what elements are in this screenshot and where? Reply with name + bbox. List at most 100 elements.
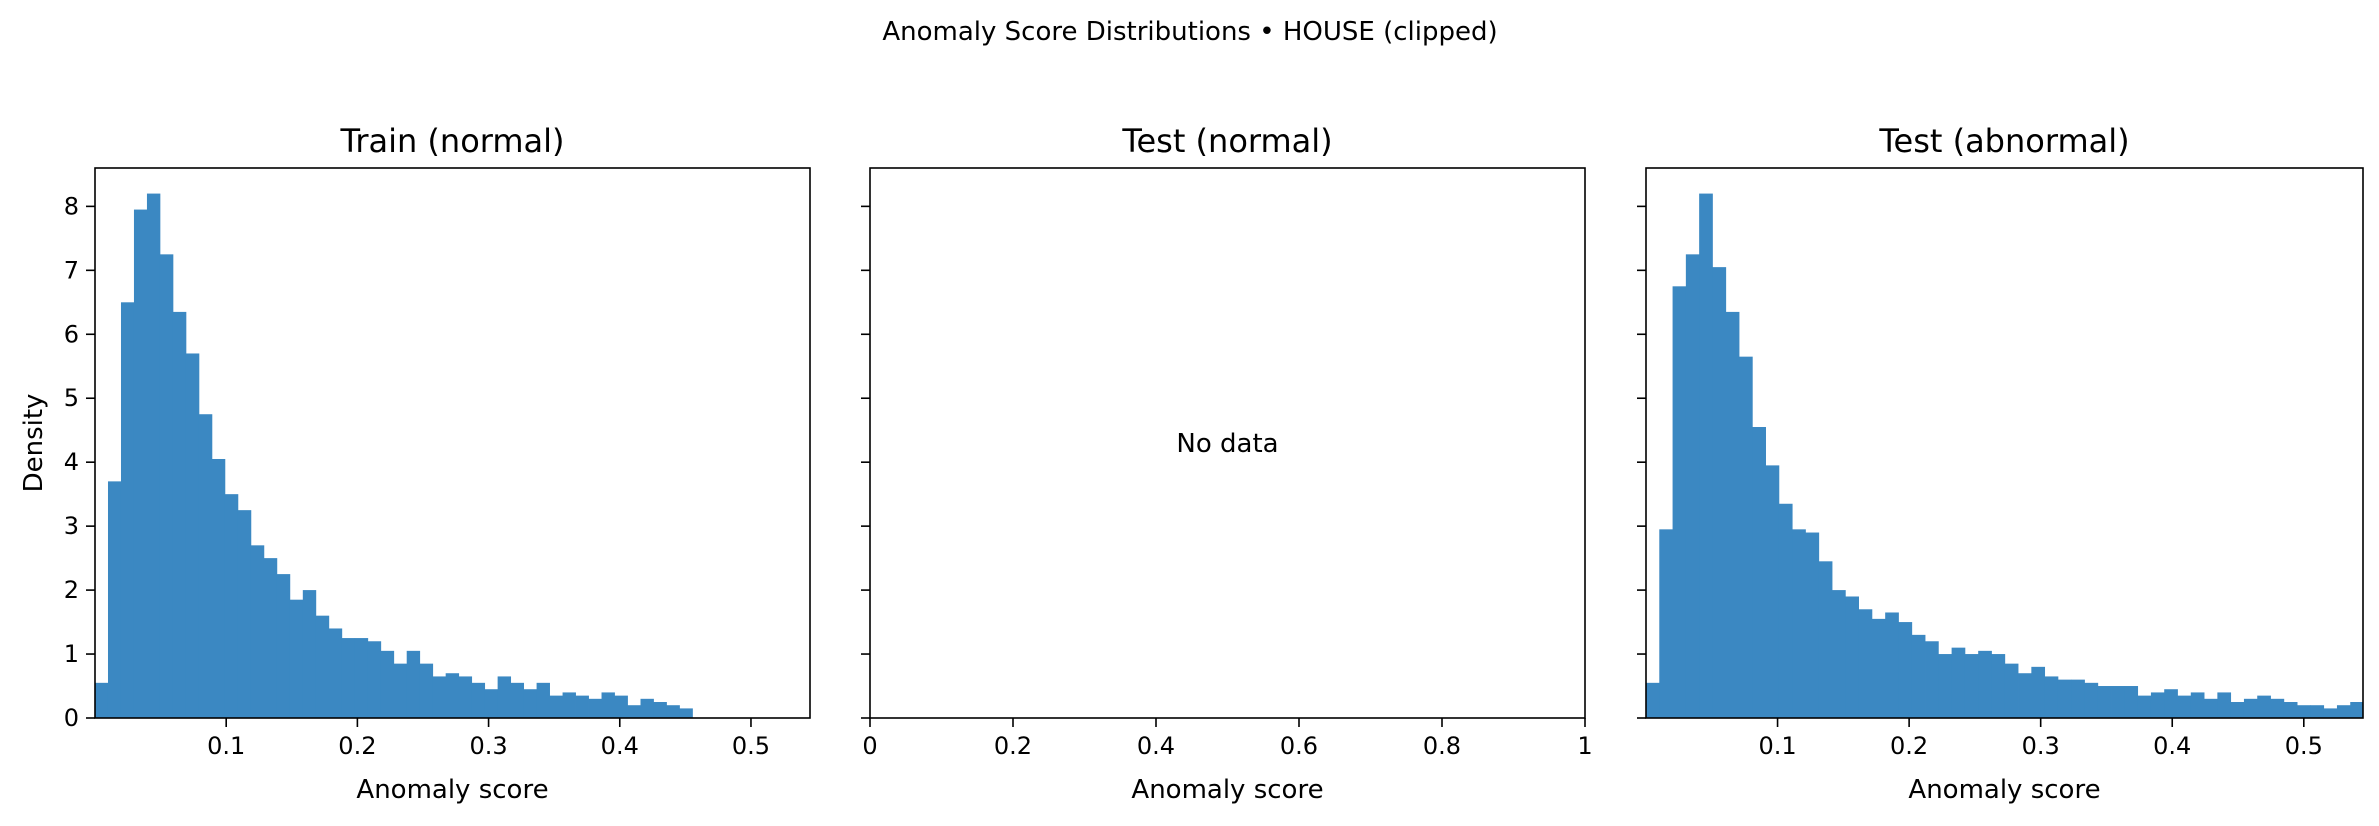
- histogram-bar: [666, 705, 680, 718]
- histogram-bar: [1685, 254, 1700, 718]
- y-tick-label: 3: [64, 512, 79, 540]
- x-tick-label: 0.4: [601, 732, 639, 760]
- histogram-bar: [107, 481, 122, 718]
- histogram-bar: [1845, 596, 1859, 718]
- histogram-bar: [1871, 618, 1886, 718]
- histogram-bar: [2310, 705, 2325, 718]
- histogram-bar: [679, 708, 693, 718]
- x-tick-label: 1: [1577, 732, 1592, 760]
- histogram-bar: [2350, 702, 2364, 718]
- histogram-bar: [653, 702, 667, 718]
- x-tick-label: 0.8: [1423, 732, 1461, 760]
- histogram-bar: [2230, 702, 2245, 718]
- x-tick-label: 0.2: [994, 732, 1032, 760]
- histogram-bar: [471, 682, 486, 718]
- histogram-bar: [2097, 686, 2112, 718]
- y-tick-label: 1: [64, 640, 79, 668]
- histogram-bar: [2044, 676, 2059, 718]
- axes-frame: [869, 167, 1586, 719]
- histogram-bar: [250, 545, 265, 718]
- histogram-bar: [1765, 465, 1780, 718]
- panel-title: Test (abnormal): [1878, 122, 2129, 160]
- histogram-bar: [536, 682, 550, 718]
- x-tick-label: 0.1: [207, 732, 245, 760]
- histogram-bar: [2031, 666, 2046, 718]
- panel-title: Test (normal): [1121, 122, 1332, 160]
- histogram-bar: [510, 682, 525, 718]
- histogram-bar: [2018, 673, 2032, 718]
- histogram-bar: [120, 302, 135, 718]
- figure-suptitle: Anomaly Score Distributions • HOUSE (cli…: [882, 17, 1497, 47]
- histogram-bar: [1646, 682, 1660, 718]
- x-tick-label: 0: [862, 732, 877, 760]
- histogram-bar: [1911, 634, 1926, 718]
- histogram-bar: [523, 689, 537, 718]
- histogram-bar: [2150, 692, 2165, 718]
- x-tick-label: 0.2: [338, 732, 376, 760]
- histogram-bar: [211, 458, 226, 718]
- histogram-bar: [432, 676, 447, 718]
- histogram-bar: [1964, 654, 1979, 718]
- histogram-bar: [1818, 561, 1833, 718]
- histogram-bar: [2137, 695, 2152, 718]
- histogram-bar: [640, 698, 654, 718]
- histogram-bar: [1778, 503, 1793, 718]
- histogram-bar: [354, 638, 369, 718]
- histogram-bar: [458, 676, 473, 718]
- histogram-bar: [1672, 286, 1687, 718]
- histogram-bar: [1739, 356, 1753, 718]
- x-axis-label: Anomaly score: [356, 775, 548, 805]
- histogram-bar: [224, 494, 239, 718]
- x-tick-label: 0.4: [1137, 732, 1175, 760]
- histogram-bar: [289, 599, 304, 718]
- histogram-bar: [2124, 686, 2139, 718]
- x-tick-label: 0.3: [469, 732, 507, 760]
- y-tick-label: 2: [64, 576, 79, 604]
- histogram-bar: [2111, 686, 2125, 718]
- histogram-bar: [2297, 705, 2311, 718]
- histogram-bar: [562, 692, 576, 718]
- histogram-bar: [1925, 641, 1939, 718]
- histogram-bar: [2336, 705, 2351, 718]
- y-tick-label: 0: [64, 704, 79, 732]
- histogram-bar: [2071, 679, 2085, 718]
- histogram-bar: [2283, 702, 2298, 718]
- histogram-bar: [1978, 650, 1992, 718]
- histogram-bar: [2190, 692, 2205, 718]
- histogram-bar: [406, 650, 421, 718]
- histogram-bar: [1725, 311, 1740, 718]
- y-tick-label: 5: [64, 384, 79, 412]
- histogram-bar: [2217, 692, 2232, 718]
- histogram-bar: [2323, 708, 2338, 718]
- histogram-bar: [445, 673, 460, 718]
- histogram-bar: [497, 676, 512, 718]
- x-tick-label: 0.2: [1890, 732, 1928, 760]
- histogram-bar: [627, 705, 641, 718]
- y-tick-label: 4: [64, 448, 79, 476]
- x-axis-label: Anomaly score: [1131, 775, 1323, 805]
- histogram-bar: [328, 628, 343, 718]
- histogram-bar: [95, 682, 109, 718]
- histogram-bar: [614, 695, 628, 718]
- histogram-bar: [185, 353, 200, 718]
- histogram-bar: [1991, 654, 2006, 718]
- histogram-bar: [237, 510, 252, 718]
- histogram-bar: [2177, 695, 2192, 718]
- y-tick-label: 6: [64, 320, 79, 348]
- histogram-bar: [1938, 654, 1953, 718]
- histogram-bar: [341, 638, 356, 718]
- panel-title: Train (normal): [339, 122, 564, 160]
- histogram-bar: [2004, 663, 2019, 718]
- x-axis-label: Anomaly score: [1908, 775, 2100, 805]
- histogram-bar: [315, 615, 330, 718]
- histogram-bar: [133, 209, 148, 718]
- histogram-bar: [484, 689, 499, 718]
- histogram-bar: [2270, 698, 2285, 718]
- histogram-bar: [1659, 529, 1673, 718]
- histogram-bar: [2084, 682, 2099, 718]
- histogram-bar: [1699, 193, 1713, 718]
- histogram-bar: [276, 574, 291, 718]
- histogram-bar: [575, 695, 589, 718]
- x-tick-label: 0.5: [2285, 732, 2323, 760]
